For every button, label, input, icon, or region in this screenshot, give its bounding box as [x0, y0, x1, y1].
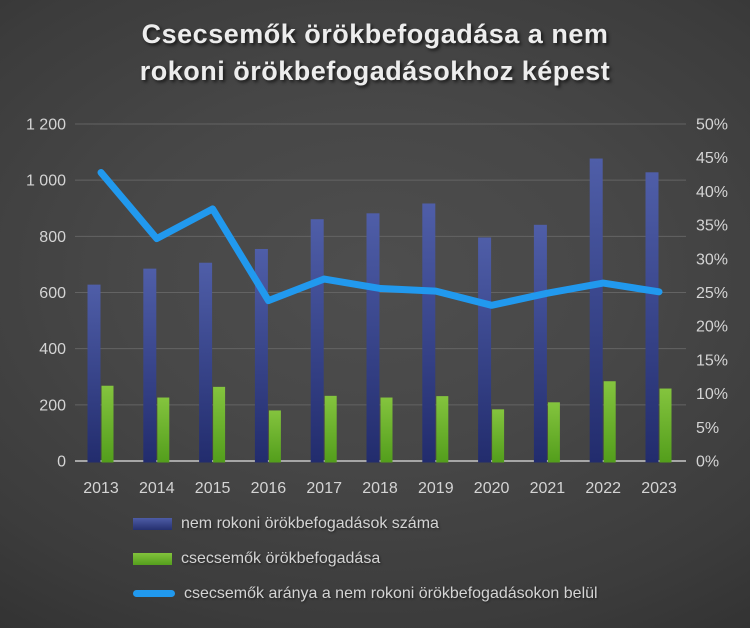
bar-non-relative-2023 [645, 172, 659, 463]
bar-series [87, 158, 672, 463]
chart-title: Csecsemők örökbefogadása a nem rokoni örö… [0, 16, 750, 90]
legend-swatch-blue-bar [133, 517, 172, 530]
legend-swatch-line [133, 590, 175, 597]
legend-item-infant-ratio: csecsemők aránya a nem rokoni örökbefoga… [133, 585, 598, 602]
legend-label: nem rokoni örökbefogadások száma [181, 514, 439, 532]
right-axis-tick: 10% [696, 386, 728, 403]
bar-non-relative-2019 [422, 203, 436, 463]
chart-title-line1: Csecsemők örökbefogadása a nem [141, 19, 609, 49]
legend-swatch-green-bar [133, 552, 172, 565]
x-axis-tick: 2017 [306, 480, 342, 497]
bar-non-relative-2021 [533, 224, 547, 463]
bar-infant-2022 [603, 381, 616, 463]
x-axis-tick: 2023 [641, 480, 677, 497]
right-axis-tick: 45% [696, 150, 728, 167]
bar-infant-2023 [659, 388, 672, 463]
bar-non-relative-2014 [143, 268, 157, 463]
right-axis-tick: 25% [696, 285, 728, 302]
right-axis-tick: 0% [696, 454, 719, 471]
chart-title-line2: rokoni örökbefogadásokhoz képest [139, 56, 611, 86]
left-axis-tick: 600 [39, 285, 66, 302]
bar-infant-2019 [436, 396, 449, 463]
legend-item-infant-adoptions: csecsemők örökbefogadása [133, 550, 598, 567]
bar-non-relative-2017 [310, 219, 324, 463]
x-axis-tick: 2016 [251, 480, 287, 497]
bar-infant-2021 [547, 402, 560, 463]
right-axis-tick: 50% [696, 117, 728, 134]
right-axis-tick: 30% [696, 251, 728, 268]
line-series [97, 169, 663, 309]
right-axis-tick: 20% [696, 319, 728, 336]
right-axis-tick-labels: 50% 45% 40% 35% 30% 25% 20% 15% 10% 5% 0% [696, 117, 728, 471]
x-axis-tick: 2019 [418, 480, 454, 497]
right-axis-tick: 35% [696, 218, 728, 235]
left-axis-tick: 1 200 [26, 117, 66, 134]
left-axis-tick: 1 000 [26, 173, 66, 190]
bar-infant-2018 [380, 397, 393, 463]
bar-non-relative-2013 [87, 284, 101, 463]
right-axis-tick: 40% [696, 184, 728, 201]
x-axis-tick-labels: 2013 2014 2015 2016 2017 2018 2019 2020 2021 2022… [83, 480, 677, 497]
left-axis-tick: 0 [57, 454, 66, 471]
bar-non-relative-2018 [366, 213, 380, 463]
right-axis-tick: 5% [696, 420, 719, 437]
bar-non-relative-2022 [589, 158, 603, 463]
x-axis-tick: 2014 [139, 480, 175, 497]
left-axis-tick: 200 [39, 397, 66, 414]
left-axis-tick-labels: 1 200 1 000 800 600 400 200 0 [26, 117, 66, 471]
bar-infant-2015 [213, 386, 226, 463]
bar-infant-2013 [101, 385, 114, 463]
legend-item-non-relative-adoptions: nem rokoni örökbefogadások száma [133, 515, 598, 532]
bar-non-relative-2020 [478, 237, 492, 463]
bar-non-relative-2015 [199, 262, 213, 463]
bar-non-relative-2016 [254, 248, 268, 463]
bar-infant-2017 [324, 395, 337, 463]
x-axis-tick: 2022 [585, 480, 621, 497]
bar-infant-2014 [157, 397, 170, 463]
x-axis-tick: 2021 [530, 480, 566, 497]
infant-ratio-line [97, 169, 663, 309]
legend: nem rokoni örökbefogadások száma csecsem… [133, 515, 598, 602]
x-axis-tick: 2015 [195, 480, 231, 497]
x-axis-tick: 2018 [362, 480, 398, 497]
x-axis-tick: 2020 [474, 480, 510, 497]
legend-label: csecsemők aránya a nem rokoni örökbefoga… [184, 584, 598, 602]
legend-label: csecsemők örökbefogadása [181, 549, 381, 567]
bar-infant-2016 [268, 410, 281, 463]
left-axis-tick: 400 [39, 341, 66, 358]
left-axis-tick: 800 [39, 229, 66, 246]
bar-infant-2020 [492, 409, 505, 463]
x-axis-tick: 2013 [83, 480, 119, 497]
right-axis-tick: 15% [696, 352, 728, 369]
